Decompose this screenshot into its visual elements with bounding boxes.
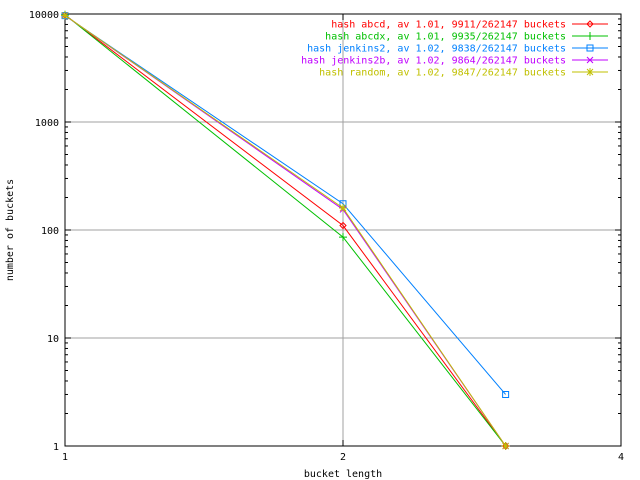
x-tick-label: 2 — [340, 452, 346, 463]
y-tick-label: 1000 — [35, 118, 59, 129]
legend-marker — [586, 68, 594, 76]
x-tick-label: 4 — [618, 452, 624, 463]
y-tick-labels: 1 10 100 1000 10000 — [29, 10, 621, 453]
y-tick-label: 1 — [53, 442, 59, 453]
data-point-marker — [339, 221, 347, 230]
data-point-marker — [339, 203, 347, 212]
x-tick-labels: 1 2 4 — [62, 14, 624, 463]
legend-label: hash abcd, av 1.01, 9911/262147 buckets — [331, 20, 566, 31]
y-tick-label: 100 — [41, 226, 59, 237]
legend-label: hash random, av 1.02, 9847/262147 bucket… — [319, 68, 566, 79]
y-axis-label: number of buckets — [5, 179, 16, 281]
legend-label: hash jenkins2, av 1.02, 9838/262147 buck… — [307, 44, 566, 55]
series-line — [64, 15, 507, 395]
x-axis-label: bucket length — [304, 469, 382, 480]
grid-lines — [65, 14, 621, 446]
legend: hash abcd, av 1.01, 9911/262147 bucketsh… — [301, 20, 608, 79]
y-tick-label: 10 — [47, 334, 59, 345]
series-5 — [61, 11, 510, 450]
data-point-marker — [61, 11, 69, 20]
data-point-marker — [61, 12, 69, 20]
data-point-marker — [501, 442, 510, 450]
x-tick-label: 1 — [62, 452, 68, 463]
legend-label: hash jenkins2b, av 1.02, 9864/262147 buc… — [301, 56, 566, 67]
legend-marker — [586, 20, 594, 28]
series-lines — [61, 10, 510, 450]
data-point-marker — [502, 390, 510, 398]
legend-marker — [586, 56, 594, 64]
series-line — [64, 14, 507, 447]
y-tick-label: 10000 — [29, 10, 59, 21]
data-point-marker — [339, 233, 347, 242]
series-line — [64, 15, 507, 447]
legend-marker — [586, 32, 594, 40]
legend-label: hash abcdx, av 1.01, 9935/262147 buckets — [325, 32, 566, 43]
legend-marker — [586, 44, 594, 52]
series-line — [64, 15, 507, 447]
